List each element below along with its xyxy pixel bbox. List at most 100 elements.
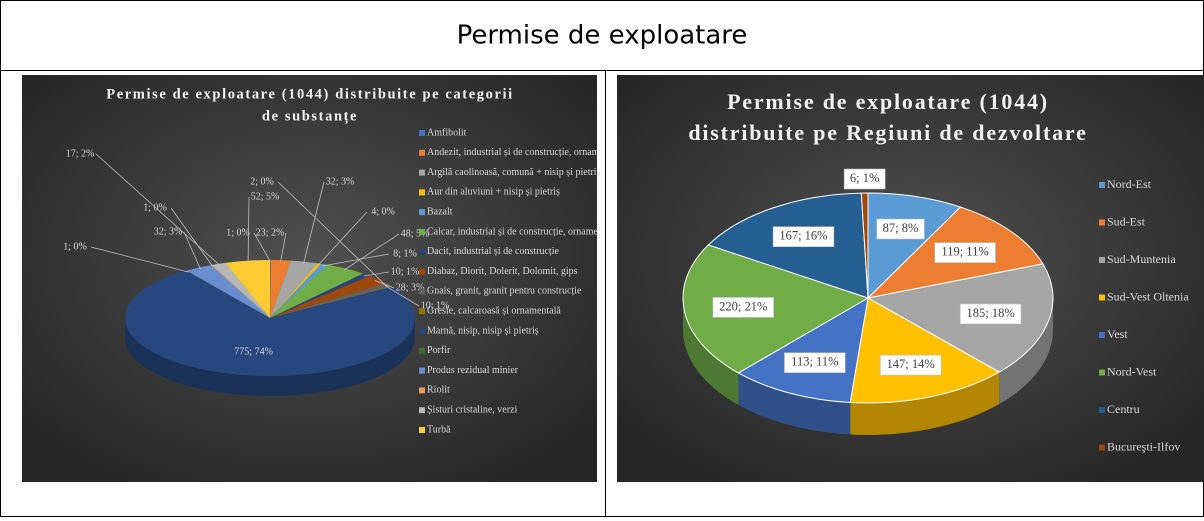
data-label: 28; 3% [396,282,425,293]
pie-slice [186,265,270,318]
leader-line [343,233,400,271]
leader-line [317,211,368,266]
pie-slice [860,192,869,299]
data-label-box [879,354,942,376]
leader-line [322,253,390,267]
pie-slice [270,260,271,318]
pie-slice [270,283,391,318]
data-label: 10; 1% [391,266,420,277]
pie-slice [270,263,322,318]
data-label: 32; 3% [326,176,355,187]
data-label-box [712,297,775,318]
data-label-box [784,352,846,374]
data-label: 167; 16% [779,229,827,243]
legend-swatch [419,229,425,235]
pie-slice-side [738,372,851,435]
data-label: 52; 5% [251,191,280,202]
legend-label: Șisturi cristaline, verzi [427,404,517,415]
data-label: 775; 74% [234,346,273,357]
legend-swatch [419,268,425,275]
pie-slice [185,270,270,318]
legend-label: Dacit, industrial și de construcție [427,246,559,257]
data-label: 1; 0% [143,202,167,213]
leader-line [170,207,214,267]
table-title: Permise de exploatare [457,21,748,51]
data-label-box [959,303,1022,325]
data-label: 147; 14% [887,357,935,371]
leader-line [280,232,287,262]
pie-slice [270,275,386,318]
data-label: 17; 2% [66,148,95,159]
pie-slice-side [125,318,415,396]
legend-label: Calcar, industrial și de construcție, or… [427,226,613,237]
pie-slice [270,263,328,318]
legend-swatch [419,347,425,354]
pie-slice [270,286,392,318]
leader-line [183,231,201,270]
pie-slice [270,273,370,318]
pie-slice [737,297,869,404]
legend-label: Bazalt [427,206,453,217]
data-label: 48; 5% [401,228,430,239]
data-label-box [772,226,835,248]
legend-swatch [419,288,425,295]
legend-label: Produs rezidual minier [427,365,519,376]
data-label: 1; 0% [226,227,250,238]
legend-swatch [419,130,425,136]
leader-line [277,181,389,288]
legend-swatch [1099,444,1105,451]
legend-label: Gresie, calcaroasă și ornamentală [427,305,561,316]
legend-swatch [419,328,425,334]
data-label: 23; 2% [256,227,285,238]
leader-line [303,181,325,264]
data-label-box [843,168,886,190]
legend-swatch [419,407,425,414]
data-label: 87; 8% [883,221,919,235]
legend-swatch [1099,257,1105,263]
legend-swatch [1099,407,1105,413]
data-label: 119; 11% [941,244,988,258]
data-label: 8; 1% [393,248,417,259]
data-label: 185; 18% [966,306,1014,320]
pie-slice [270,264,364,318]
pie-slice-side [999,298,1053,405]
data-label: 2; 0% [250,176,274,187]
legend-swatch [1099,182,1105,188]
legend-swatch [419,189,425,196]
legend-swatch [419,387,425,394]
data-label: 220; 21% [719,299,767,313]
legend-label: Diabaz, Diorit, Dolerit, Dolomit, gips [427,266,578,277]
legend-label: Andezit, industrial și de construcție, o… [427,147,619,158]
legend-label: Amfibolit [427,127,467,138]
legend-label: Sud-Muntenia [1107,252,1176,266]
legend-label: Centru [1107,402,1140,416]
chart: Permise de exploatare (1044) distribuite … [682,89,1189,453]
chart-title: distribuite pe Regiuni de dezvoltare [688,120,1087,145]
legend-swatch [419,169,425,176]
leader-line [95,153,221,266]
legend-label: Argilă caolinoasă, comună + nisip și pie… [427,167,601,178]
chart-title: de substanțe [262,108,358,124]
legend-label: Turbă [427,424,451,435]
legend-swatch [419,427,425,433]
legend-swatch [419,209,425,216]
pie-slice [270,260,318,318]
pie-slice [210,264,270,318]
legend-label: Riolit [427,385,450,396]
chart: Permise de exploatare (1044) distribuite… [63,86,619,435]
data-label: 1; 0% [63,241,87,252]
pie-slice [270,260,291,318]
legend-label: Sud-Est [1107,214,1146,228]
data-label-box [934,242,996,263]
data-label: 10; 1% [421,300,450,311]
leader-line [384,285,420,307]
legend-label: Nord-Est [1107,177,1152,191]
data-label: 6; 1% [850,171,880,185]
legend-label: Vest [1107,327,1128,341]
leader-line [363,271,390,277]
chart-title: Permise de exploatare (1044) distribuite… [106,86,513,102]
pie-slice-side [683,298,739,405]
legend-swatch [419,308,425,315]
pie-slice [225,260,270,318]
